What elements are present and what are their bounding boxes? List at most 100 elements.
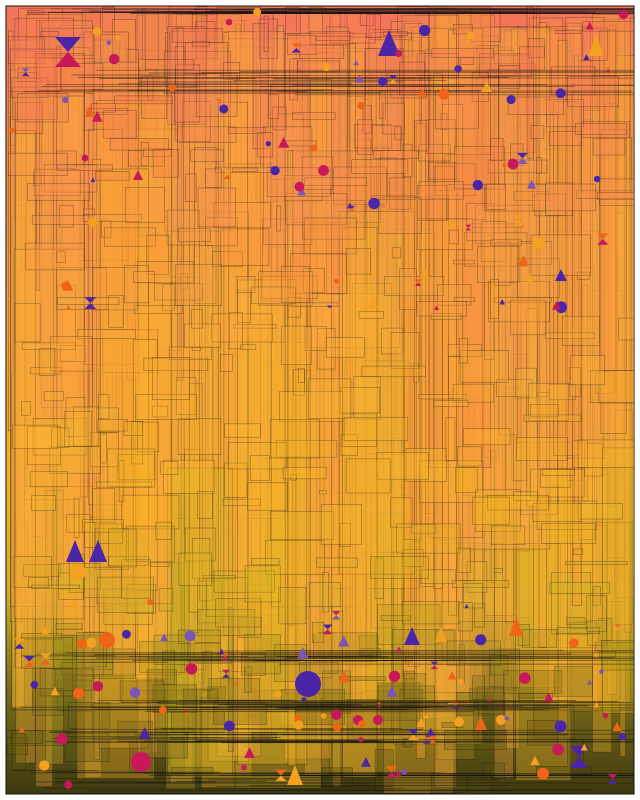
strip <box>498 55 529 389</box>
box <box>25 242 85 271</box>
box <box>519 46 545 71</box>
triangle <box>404 627 420 645</box>
hourglass-bottom <box>376 704 382 708</box>
strip <box>614 409 633 625</box>
box <box>163 459 215 494</box>
hourglass-top <box>55 37 81 52</box>
box <box>557 627 601 634</box>
box <box>171 766 214 775</box>
hourglass-top <box>407 728 420 735</box>
circle <box>56 733 68 745</box>
box <box>166 209 200 246</box>
hourglass-top <box>414 279 422 283</box>
box <box>268 94 279 119</box>
strip <box>84 61 139 365</box>
strip <box>140 246 158 421</box>
box <box>590 370 635 403</box>
box <box>297 60 340 73</box>
circle <box>320 712 327 719</box>
box <box>399 268 417 310</box>
circle <box>532 237 545 250</box>
circle <box>62 96 69 104</box>
circle <box>568 638 579 648</box>
strip <box>35 113 53 787</box>
strip <box>223 32 230 636</box>
box <box>178 227 211 243</box>
hourglass-top <box>597 233 609 240</box>
strip <box>488 335 498 455</box>
box <box>281 325 312 365</box>
box <box>493 568 503 573</box>
box <box>135 394 197 420</box>
strip <box>403 23 422 540</box>
box <box>549 582 610 594</box>
box <box>452 383 495 403</box>
box <box>133 271 155 283</box>
hourglass-top <box>216 95 222 99</box>
strip <box>56 47 91 638</box>
box <box>405 448 447 482</box>
strip <box>483 158 523 409</box>
strip <box>174 236 190 365</box>
circle <box>395 49 403 58</box>
circle <box>507 158 519 170</box>
box <box>541 522 597 544</box>
strip <box>572 91 582 606</box>
box <box>121 494 180 530</box>
circle <box>454 65 462 73</box>
circle <box>115 35 121 41</box>
box <box>462 428 511 446</box>
strip <box>231 199 279 580</box>
box <box>540 468 571 488</box>
box <box>55 623 83 630</box>
circle <box>168 84 177 92</box>
strip <box>66 382 75 512</box>
circle <box>438 88 450 100</box>
strip <box>505 110 518 623</box>
box <box>150 562 170 567</box>
hourglass-top <box>513 214 524 220</box>
box <box>581 121 630 139</box>
strip <box>194 58 222 698</box>
strip <box>159 71 218 362</box>
box <box>553 666 593 697</box>
triangle <box>416 717 426 727</box>
circle <box>310 144 318 152</box>
box <box>278 391 344 422</box>
box <box>249 455 270 481</box>
box <box>371 195 416 200</box>
box <box>472 675 485 700</box>
box <box>152 357 191 400</box>
circle <box>322 63 331 72</box>
triangle <box>554 269 567 282</box>
box <box>376 452 429 480</box>
box <box>162 284 175 311</box>
triangle <box>418 88 427 98</box>
box <box>530 468 585 498</box>
box <box>178 552 212 586</box>
triangle <box>501 161 508 167</box>
strip <box>10 39 117 607</box>
box <box>523 414 582 422</box>
circle <box>270 165 280 176</box>
strip <box>390 21 420 479</box>
strip <box>609 274 620 581</box>
strip <box>553 290 623 469</box>
strip <box>537 458 620 564</box>
strip <box>287 279 297 767</box>
strip <box>517 26 591 443</box>
strip <box>455 417 484 530</box>
box <box>358 311 384 319</box>
box <box>92 488 115 523</box>
strip <box>404 56 426 388</box>
strip <box>177 27 184 382</box>
box <box>541 469 575 476</box>
circle <box>39 760 50 771</box>
strip <box>435 13 471 712</box>
triangle <box>287 765 303 785</box>
box <box>287 296 302 318</box>
strip <box>543 29 585 149</box>
box <box>205 168 222 188</box>
strip <box>221 20 245 415</box>
box <box>31 584 80 589</box>
